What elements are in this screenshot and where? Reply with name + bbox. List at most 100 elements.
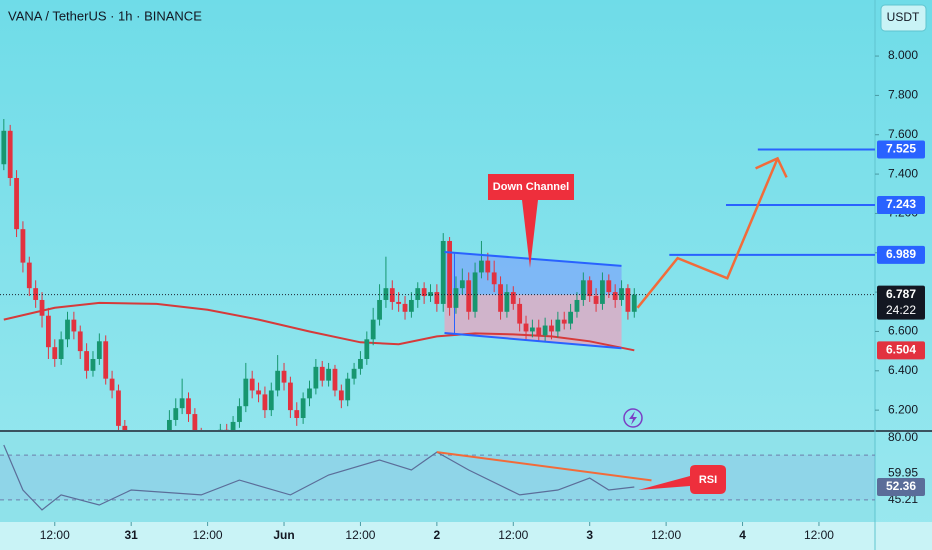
candle-body — [96, 341, 102, 359]
candle-body — [39, 299, 45, 316]
ma-label: 6.504 — [886, 343, 916, 357]
candle-body — [517, 303, 523, 324]
candle-body — [421, 288, 427, 297]
level-label: 7.243 — [886, 197, 916, 211]
level-label-box — [877, 245, 925, 264]
level-label: 6.989 — [886, 247, 916, 261]
countdown: 24:22 — [886, 303, 916, 317]
candle-body — [612, 292, 618, 300]
candle-body — [65, 319, 70, 340]
candle-body — [338, 390, 344, 401]
currency-box[interactable] — [880, 4, 927, 32]
candle-body — [33, 288, 39, 300]
candle-body — [186, 398, 191, 415]
candle-body — [109, 378, 115, 391]
candle-body — [313, 366, 319, 389]
x-tick-label: 31 — [125, 528, 139, 542]
candle-body — [631, 294, 637, 312]
candle-body — [332, 368, 338, 391]
rsi-tick-label: 59.95 — [888, 465, 918, 479]
rsi-pane — [0, 432, 875, 522]
candle-body — [7, 130, 13, 179]
x-tick-label: 12:00 — [40, 528, 70, 542]
candle-body — [549, 325, 554, 332]
candle-body — [523, 323, 529, 332]
candle-body — [542, 325, 548, 336]
candle-body — [20, 229, 26, 263]
candle-body — [536, 327, 542, 336]
candle-body — [26, 262, 32, 289]
candle-body — [351, 368, 357, 379]
candle-body — [396, 301, 402, 304]
candle-body — [217, 429, 223, 430]
y-tick-label: 8.000 — [888, 48, 918, 62]
rsi-line — [3, 444, 635, 511]
projection — [636, 157, 779, 309]
chart-title: VANA / TetherUS · 1h · BINANCE — [8, 8, 202, 23]
x-tick-label: 12:00 — [193, 528, 223, 542]
candle-body — [498, 284, 503, 312]
candle-body — [1, 130, 7, 165]
candle-body — [600, 280, 605, 304]
rsi-value-label: 52.36 — [886, 479, 916, 493]
candle-body — [568, 311, 573, 324]
candle-body — [173, 408, 179, 420]
candle-body — [90, 358, 96, 371]
time-axis — [0, 522, 932, 550]
x-tick-label: Jun — [273, 528, 294, 542]
candle-body — [383, 288, 389, 300]
rsi-label-box — [877, 478, 925, 497]
candle-body — [459, 280, 465, 289]
candle-body — [510, 292, 516, 304]
candle-body — [45, 315, 51, 348]
candle-body — [326, 368, 332, 381]
x-tick-label: 12:00 — [498, 528, 528, 542]
candle-body — [440, 240, 446, 304]
rsi-plot — [0, 444, 875, 511]
candle-body — [256, 390, 261, 395]
candle-body — [428, 292, 433, 297]
candle-body — [370, 319, 376, 340]
alert-bolt — [629, 411, 637, 425]
rsi-band-fill — [0, 455, 875, 500]
x-tick-label: 4 — [739, 528, 746, 542]
candle-body — [345, 378, 351, 401]
y-tick-label: 6.200 — [888, 402, 918, 416]
candle-body — [237, 406, 242, 422]
candle-body — [58, 339, 64, 359]
rsi-tick-label: 80.00 — [888, 430, 918, 444]
candle-body — [52, 347, 58, 359]
candle-body — [262, 394, 268, 411]
y-tick-label: 6.400 — [888, 363, 918, 377]
candle-body — [307, 388, 312, 399]
candle-body — [71, 319, 77, 332]
y-tick-label: 7.800 — [888, 88, 918, 102]
candle-body — [275, 370, 281, 391]
candle-body — [606, 280, 612, 293]
callout-label: Down Channel — [493, 181, 569, 193]
x-tick-label: 12:00 — [345, 528, 375, 542]
candle-body — [415, 288, 421, 300]
projection-arrowhead — [755, 156, 788, 178]
alert-icon[interactable] — [623, 408, 643, 428]
candle-body — [192, 414, 198, 430]
candle-body — [587, 280, 593, 297]
candle-body — [408, 299, 414, 312]
candle-body — [14, 178, 19, 230]
candle-body — [249, 378, 255, 391]
candle-body — [491, 272, 497, 285]
candle-body — [116, 390, 121, 426]
candle-body — [529, 327, 535, 332]
y-tick-label: 6.600 — [888, 324, 918, 338]
candle-body — [319, 366, 325, 381]
candle-body — [580, 280, 586, 300]
candle-body — [287, 382, 293, 411]
candle-body — [364, 339, 370, 359]
level-label-box — [877, 140, 925, 159]
candle-body — [243, 378, 249, 407]
x-tick-label: 2 — [434, 528, 441, 542]
y-tick-label: 7.400 — [888, 166, 918, 180]
candle-body — [179, 398, 185, 409]
candle-body — [453, 288, 459, 308]
candle-body — [230, 421, 236, 430]
